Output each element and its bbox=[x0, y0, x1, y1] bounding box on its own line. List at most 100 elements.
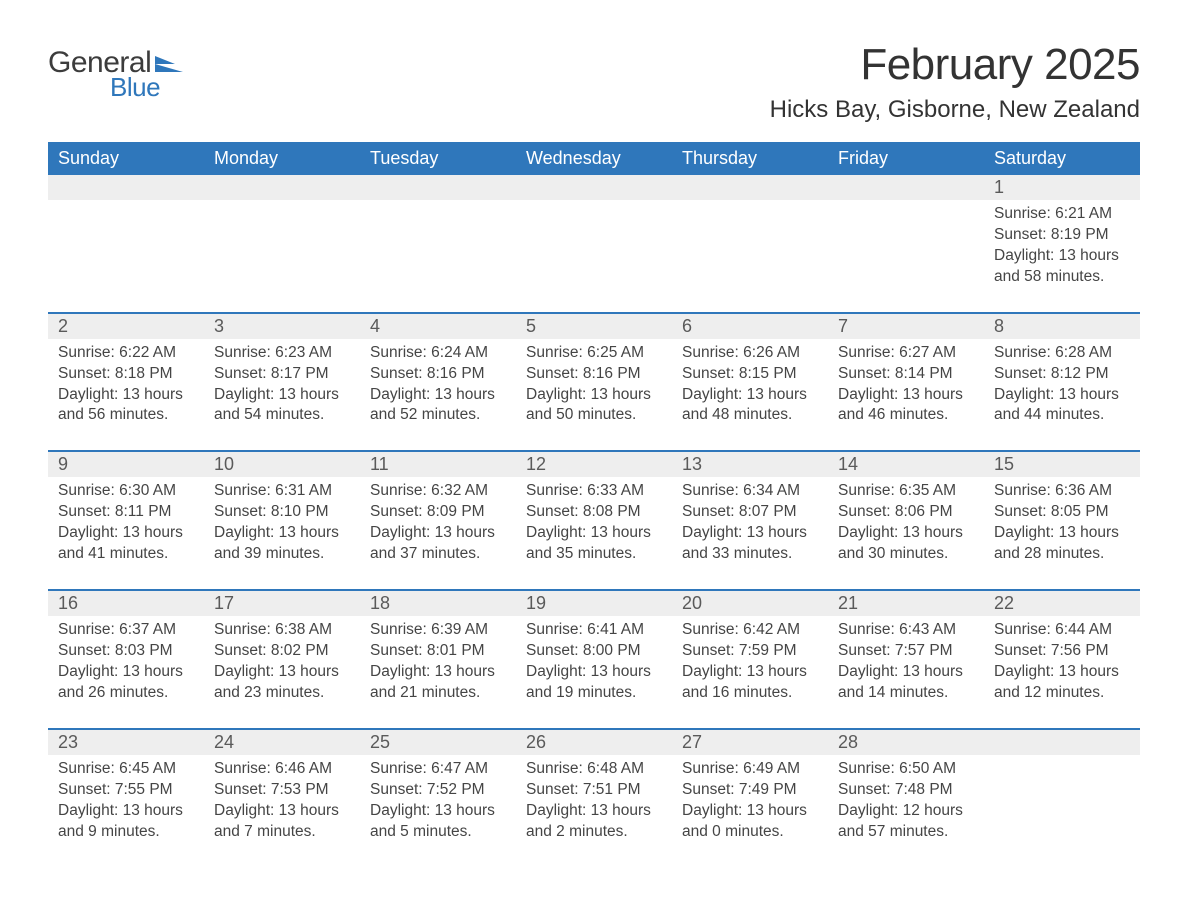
daylight-text: Daylight: 13 hours bbox=[994, 523, 1130, 544]
day-number bbox=[48, 175, 204, 200]
location: Hicks Bay, Gisborne, New Zealand bbox=[770, 96, 1140, 124]
sunrise-text: Sunrise: 6:47 AM bbox=[370, 759, 506, 780]
sunset-text: Sunset: 7:48 PM bbox=[838, 780, 974, 801]
day-cell: Sunrise: 6:25 AMSunset: 8:16 PMDaylight:… bbox=[516, 339, 672, 451]
daylight-text: and 44 minutes. bbox=[994, 405, 1130, 426]
weekday-header: Monday bbox=[204, 142, 360, 175]
sunrise-text: Sunrise: 6:30 AM bbox=[58, 481, 194, 502]
sunrise-text: Sunrise: 6:23 AM bbox=[214, 343, 350, 364]
day-number: 7 bbox=[828, 314, 984, 339]
daylight-text: Daylight: 13 hours bbox=[682, 523, 818, 544]
sunrise-text: Sunrise: 6:24 AM bbox=[370, 343, 506, 364]
daylight-text: Daylight: 13 hours bbox=[214, 662, 350, 683]
day-cell: Sunrise: 6:47 AMSunset: 7:52 PMDaylight:… bbox=[360, 755, 516, 867]
daylight-text: Daylight: 13 hours bbox=[682, 385, 818, 406]
sunrise-text: Sunrise: 6:45 AM bbox=[58, 759, 194, 780]
day-cell: Sunrise: 6:21 AMSunset: 8:19 PMDaylight:… bbox=[984, 200, 1140, 312]
daylight-text: Daylight: 13 hours bbox=[994, 662, 1130, 683]
day-cell bbox=[828, 200, 984, 312]
day-cell bbox=[672, 200, 828, 312]
sunrise-text: Sunrise: 6:41 AM bbox=[526, 620, 662, 641]
day-number: 6 bbox=[672, 314, 828, 339]
sunset-text: Sunset: 8:05 PM bbox=[994, 502, 1130, 523]
daylight-text: and 35 minutes. bbox=[526, 544, 662, 565]
daylight-text: Daylight: 13 hours bbox=[370, 385, 506, 406]
daylight-text: Daylight: 13 hours bbox=[682, 662, 818, 683]
day-number: 4 bbox=[360, 314, 516, 339]
day-cell bbox=[360, 200, 516, 312]
day-number: 12 bbox=[516, 452, 672, 477]
day-cell: Sunrise: 6:48 AMSunset: 7:51 PMDaylight:… bbox=[516, 755, 672, 867]
sunrise-text: Sunrise: 6:38 AM bbox=[214, 620, 350, 641]
daylight-text: Daylight: 13 hours bbox=[58, 662, 194, 683]
day-number: 24 bbox=[204, 730, 360, 755]
day-cell bbox=[204, 200, 360, 312]
daylight-text: and 57 minutes. bbox=[838, 822, 974, 843]
daylight-text: and 2 minutes. bbox=[526, 822, 662, 843]
day-number bbox=[984, 730, 1140, 755]
daynum-row: 9101112131415 bbox=[48, 452, 1140, 477]
daylight-text: and 33 minutes. bbox=[682, 544, 818, 565]
day-cell: Sunrise: 6:44 AMSunset: 7:56 PMDaylight:… bbox=[984, 616, 1140, 728]
day-cell: Sunrise: 6:38 AMSunset: 8:02 PMDaylight:… bbox=[204, 616, 360, 728]
daynum-row: 232425262728 bbox=[48, 730, 1140, 755]
sunset-text: Sunset: 8:16 PM bbox=[370, 364, 506, 385]
daylight-text: and 23 minutes. bbox=[214, 683, 350, 704]
daylight-text: and 39 minutes. bbox=[214, 544, 350, 565]
day-number: 13 bbox=[672, 452, 828, 477]
sunrise-text: Sunrise: 6:28 AM bbox=[994, 343, 1130, 364]
sunrise-text: Sunrise: 6:22 AM bbox=[58, 343, 194, 364]
sunrise-text: Sunrise: 6:27 AM bbox=[838, 343, 974, 364]
sunset-text: Sunset: 8:18 PM bbox=[58, 364, 194, 385]
sunrise-text: Sunrise: 6:31 AM bbox=[214, 481, 350, 502]
daylight-text: Daylight: 13 hours bbox=[994, 246, 1130, 267]
weekday-header-row: Sunday Monday Tuesday Wednesday Thursday… bbox=[48, 142, 1140, 175]
logo-mark-icon bbox=[155, 52, 183, 72]
sunrise-text: Sunrise: 6:48 AM bbox=[526, 759, 662, 780]
sunset-text: Sunset: 8:00 PM bbox=[526, 641, 662, 662]
daylight-text: and 5 minutes. bbox=[370, 822, 506, 843]
day-cell: Sunrise: 6:32 AMSunset: 8:09 PMDaylight:… bbox=[360, 477, 516, 589]
day-cell: Sunrise: 6:37 AMSunset: 8:03 PMDaylight:… bbox=[48, 616, 204, 728]
day-number: 17 bbox=[204, 591, 360, 616]
daylight-text: Daylight: 13 hours bbox=[370, 801, 506, 822]
sunrise-text: Sunrise: 6:39 AM bbox=[370, 620, 506, 641]
sunset-text: Sunset: 7:56 PM bbox=[994, 641, 1130, 662]
daylight-text: and 52 minutes. bbox=[370, 405, 506, 426]
day-cell: Sunrise: 6:36 AMSunset: 8:05 PMDaylight:… bbox=[984, 477, 1140, 589]
sunrise-text: Sunrise: 6:44 AM bbox=[994, 620, 1130, 641]
sunset-text: Sunset: 8:14 PM bbox=[838, 364, 974, 385]
daylight-text: Daylight: 13 hours bbox=[214, 801, 350, 822]
sunrise-text: Sunrise: 6:46 AM bbox=[214, 759, 350, 780]
day-number: 28 bbox=[828, 730, 984, 755]
weekday-header: Saturday bbox=[984, 142, 1140, 175]
day-cell: Sunrise: 6:42 AMSunset: 7:59 PMDaylight:… bbox=[672, 616, 828, 728]
day-number: 23 bbox=[48, 730, 204, 755]
day-number bbox=[672, 175, 828, 200]
sunset-text: Sunset: 8:01 PM bbox=[370, 641, 506, 662]
logo: General Blue bbox=[48, 46, 183, 103]
sunrise-text: Sunrise: 6:21 AM bbox=[994, 204, 1130, 225]
sunrise-text: Sunrise: 6:50 AM bbox=[838, 759, 974, 780]
daylight-text: Daylight: 13 hours bbox=[838, 662, 974, 683]
day-number: 14 bbox=[828, 452, 984, 477]
daylight-text: and 48 minutes. bbox=[682, 405, 818, 426]
sunset-text: Sunset: 8:17 PM bbox=[214, 364, 350, 385]
day-number: 20 bbox=[672, 591, 828, 616]
sunrise-text: Sunrise: 6:37 AM bbox=[58, 620, 194, 641]
day-number: 10 bbox=[204, 452, 360, 477]
day-cell bbox=[516, 200, 672, 312]
daylight-text: and 50 minutes. bbox=[526, 405, 662, 426]
daylight-text: and 12 minutes. bbox=[994, 683, 1130, 704]
sunrise-text: Sunrise: 6:43 AM bbox=[838, 620, 974, 641]
day-number bbox=[828, 175, 984, 200]
calendar-week: 16171819202122Sunrise: 6:37 AMSunset: 8:… bbox=[48, 589, 1140, 728]
day-cell: Sunrise: 6:27 AMSunset: 8:14 PMDaylight:… bbox=[828, 339, 984, 451]
day-cell: Sunrise: 6:41 AMSunset: 8:00 PMDaylight:… bbox=[516, 616, 672, 728]
daylight-text: Daylight: 13 hours bbox=[838, 523, 974, 544]
day-cell: Sunrise: 6:49 AMSunset: 7:49 PMDaylight:… bbox=[672, 755, 828, 867]
weekday-header: Thursday bbox=[672, 142, 828, 175]
title-block: February 2025 Hicks Bay, Gisborne, New Z… bbox=[770, 40, 1140, 124]
daylight-text: and 7 minutes. bbox=[214, 822, 350, 843]
day-number: 8 bbox=[984, 314, 1140, 339]
